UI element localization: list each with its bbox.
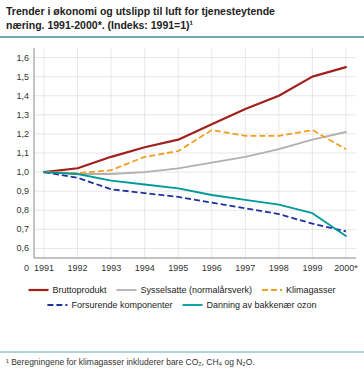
- grid-line-x: [44, 48, 45, 258]
- y-tick-label: 0,6: [16, 243, 29, 253]
- grid-line-x: [312, 48, 313, 258]
- x-tick-label: 1995: [168, 263, 188, 273]
- legend-swatch: [183, 304, 203, 306]
- legend-label: Bruttoprodukt: [53, 285, 108, 295]
- footnote: ¹ Beregningene for klimagasser inkludere…: [6, 357, 255, 367]
- legend-swatch: [262, 289, 282, 291]
- grid-line-y: [34, 210, 356, 211]
- grid-line-y: [34, 133, 356, 134]
- x-ticks: 1991 1992 1993 1994 1995 1996 1997 1998 1999 2000…: [34, 263, 358, 273]
- legend-swatch: [29, 289, 49, 291]
- legend-label: Forsurende komponenter: [71, 300, 172, 310]
- grid-line-x: [211, 48, 212, 258]
- x-tick-label: 1991: [34, 263, 54, 273]
- grid-line-y: [34, 229, 356, 230]
- grid-line-y: [34, 248, 356, 249]
- series-line: [44, 130, 346, 173]
- separator: [0, 36, 364, 38]
- x-axis: [34, 258, 356, 259]
- grid-line-x: [144, 48, 145, 258]
- chart: Trender i økonomi og utslipp til luft fo…: [0, 0, 364, 379]
- y-axis: [34, 48, 35, 258]
- grid-line-x: [178, 48, 179, 258]
- legend: Bruttoprodukt Sysselsatte (normalårsverk)…: [29, 285, 336, 310]
- grid-line-x: [278, 48, 279, 258]
- y-tick-label: 1,3: [16, 110, 29, 120]
- legend-swatch: [47, 304, 67, 306]
- legend-label: Danning av bakkenær ozon: [207, 300, 317, 310]
- legend-label: Klimagasser: [286, 285, 336, 295]
- grid: [34, 48, 356, 258]
- series-lines: [44, 67, 346, 236]
- y-tick-label: 1,5: [16, 72, 29, 82]
- legend-item: Danning av bakkenær ozon: [183, 300, 317, 310]
- subtitle: næring. 1991-2000*. (Indeks: 1991=1)¹: [6, 19, 194, 31]
- grid-line-y: [34, 76, 356, 77]
- grid-line-y: [34, 95, 356, 96]
- x-tick-label: 1997: [235, 263, 255, 273]
- y-tick-label: 1,0: [16, 167, 29, 177]
- y-ticks: 0,6 0,7 0,8 0,9 1,0 1,1 1,2 1,3 1,4 1,5 1,6: [16, 53, 29, 254]
- legend-label: Sysselsatte (normalårsverk): [141, 285, 253, 295]
- series-line: [44, 67, 346, 172]
- grid-line-y: [34, 114, 356, 115]
- axis-zero-note: 0: [24, 263, 29, 273]
- title: Trender i økonomi og utslipp til luft fo…: [6, 5, 275, 17]
- y-tick-label: 0,8: [16, 205, 29, 215]
- series-line: [44, 172, 346, 236]
- grid-line-x: [245, 48, 246, 258]
- y-tick-label: 1,1: [16, 148, 29, 158]
- x-tick-label: 1994: [135, 263, 155, 273]
- y-tick-label: 0,9: [16, 186, 29, 196]
- legend-item: Forsurende komponenter: [47, 300, 172, 310]
- legend-item: Bruttoprodukt: [29, 285, 108, 295]
- y-tick-label: 1,2: [16, 129, 29, 139]
- y-tick-label: 1,6: [16, 53, 29, 63]
- legend-item: Sysselsatte (normalårsverk): [117, 285, 253, 295]
- series-line: [44, 132, 346, 174]
- x-tick-label: 2000*: [334, 263, 358, 273]
- x-tick-label: 1998: [269, 263, 289, 273]
- series-line: [44, 172, 346, 231]
- x-tick-label: 1992: [68, 263, 88, 273]
- y-tick-label: 0,7: [16, 224, 29, 234]
- y-tick-label: 1,4: [16, 91, 29, 101]
- grid-line-x: [111, 48, 112, 258]
- x-tick-label: 1993: [101, 263, 121, 273]
- grid-line-x: [345, 48, 346, 258]
- legend-swatch: [117, 289, 137, 291]
- legend-item: Klimagasser: [262, 285, 336, 295]
- grid-line-y: [34, 153, 356, 154]
- grid-line-y: [34, 57, 356, 58]
- x-tick-label: 1996: [202, 263, 222, 273]
- grid-line-x: [77, 48, 78, 258]
- x-tick-label: 1999: [302, 263, 322, 273]
- footnote-rule: [0, 352, 364, 353]
